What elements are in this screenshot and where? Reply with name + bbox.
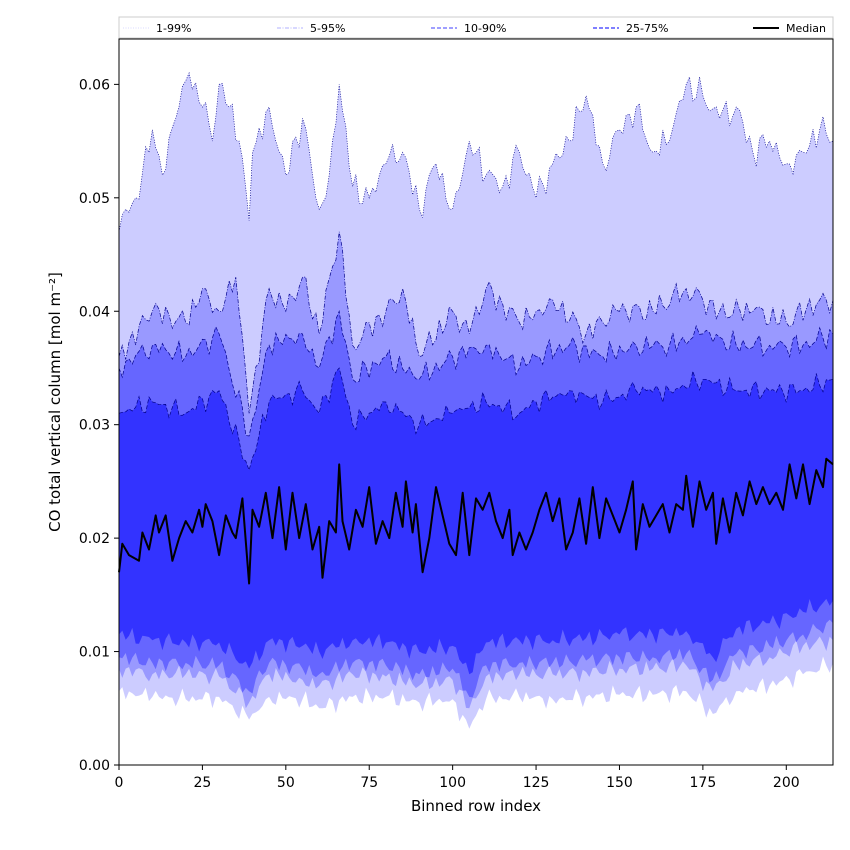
y-tick-label: 0.04 — [79, 304, 110, 320]
plot-frame — [118, 38, 834, 766]
x-tick-label: 100 — [439, 775, 466, 791]
legend-frame — [118, 16, 834, 39]
y-tick-label: 0.06 — [79, 77, 110, 93]
legend-entry: 25-75% — [626, 22, 668, 35]
edge-upper-25-75% — [118, 367, 834, 472]
x-tick-label: 150 — [606, 775, 633, 791]
x-tick-label: 175 — [690, 775, 717, 791]
y-tick-label: 0.01 — [79, 645, 110, 661]
y-tick-label: 0.02 — [79, 531, 110, 547]
median-line — [118, 457, 834, 585]
y-tick-label: 0.00 — [79, 758, 110, 774]
percentile-bands — [119, 73, 833, 729]
x-axis-label: Binned row index — [411, 797, 541, 815]
x-tick-label: 0 — [115, 775, 124, 791]
median-layer — [118, 457, 834, 585]
edge-upper-1-99% — [118, 71, 834, 232]
edge-upper-5-95% — [118, 231, 834, 414]
y-tick-label: 0.05 — [79, 191, 110, 207]
band-25-75% — [119, 368, 833, 675]
y-axis-ticks: 0.00 0.01 0.02 0.03 0.04 0.05 0.06 — [79, 77, 119, 774]
legend-entry: 5-95% — [310, 22, 345, 35]
legend-entry: 10-90% — [464, 22, 506, 35]
edge-upper-10-90% — [118, 310, 834, 437]
x-tick-label: 200 — [773, 775, 800, 791]
x-tick-label: 25 — [193, 775, 211, 791]
legend-entry: Median — [786, 22, 826, 35]
x-tick-label: 50 — [277, 775, 295, 791]
y-tick-label: 0.03 — [79, 418, 110, 434]
x-tick-label: 75 — [360, 775, 378, 791]
legend-entry: 1-99% — [156, 22, 191, 35]
x-axis-ticks: 0 25 50 75 100 125 150 175 200 — [115, 765, 800, 791]
y-axis-label: CO total vertical column [mol m⁻²] — [46, 272, 64, 532]
x-tick-label: 125 — [523, 775, 550, 791]
percentile-edges — [118, 71, 834, 472]
legend: 1-99% 5-95% 10-90% 25-75% Median — [118, 16, 834, 39]
